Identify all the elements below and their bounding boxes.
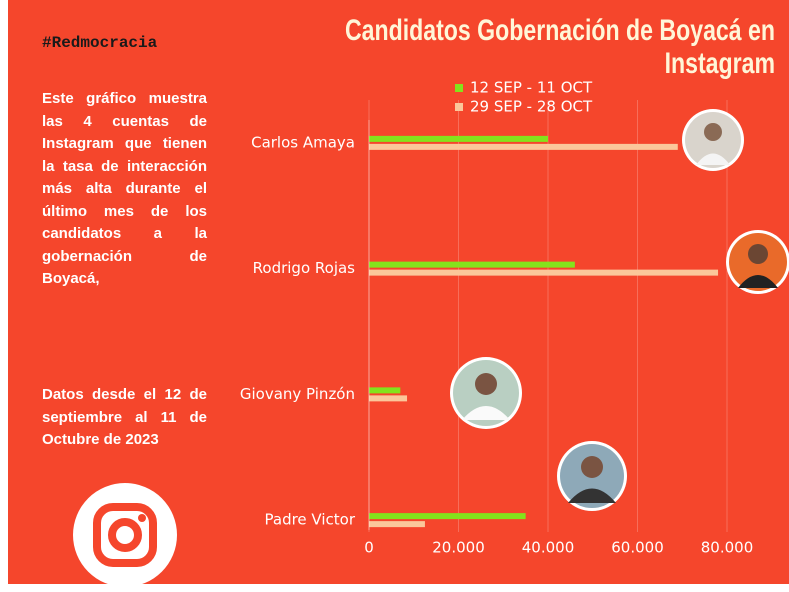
- legend-label: 12 SEP - 11 OCT: [470, 79, 593, 97]
- bar: [369, 269, 719, 276]
- bar: [369, 143, 678, 150]
- grid: [368, 100, 728, 532]
- bar: [369, 135, 548, 142]
- x-tick-label: 0: [364, 539, 374, 557]
- candidate-photos: [450, 109, 789, 511]
- bar: [369, 513, 526, 520]
- x-tick-label: 40.000: [522, 539, 575, 557]
- bar: [369, 261, 575, 268]
- hashtag: #Redmocracia: [42, 34, 158, 52]
- y-tick-label: Carlos Amaya: [251, 133, 355, 151]
- bar: [369, 521, 425, 528]
- legend-label: 29 SEP - 28 OCT: [470, 98, 593, 116]
- note: Datos desde el 12 de septiembre al 11 de…: [42, 386, 207, 448]
- legend-swatch: [455, 84, 463, 92]
- instagram-logo: [73, 483, 177, 587]
- y-tick-label: Padre Victor: [265, 511, 356, 529]
- x-tick-label: 60.000: [611, 539, 664, 557]
- bar: [369, 395, 408, 402]
- bar: [369, 387, 401, 394]
- x-tick-label: 80.000: [701, 539, 754, 557]
- y-tick-label: Rodrigo Rojas: [253, 259, 356, 277]
- y-tick-label: Giovany Pinzón: [240, 385, 355, 403]
- description: Este gráfico muestra las 4 cuentas de In…: [42, 90, 207, 287]
- chart-title: Candidatos Gobernación de Boyacá en Inst…: [344, 14, 775, 80]
- x-tick-label: 20.000: [432, 539, 485, 557]
- legend-swatch: [455, 103, 463, 111]
